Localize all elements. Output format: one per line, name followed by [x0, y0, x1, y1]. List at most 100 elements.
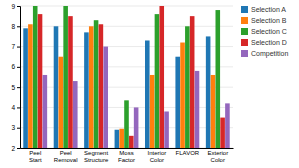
bar [206, 36, 211, 148]
bar-series [38, 6, 225, 148]
legend-label: Selection D [251, 39, 287, 46]
x-tick: SegmentStructure [84, 150, 109, 162]
bar [99, 24, 104, 148]
bar [119, 129, 124, 148]
bar [220, 118, 225, 148]
x-tick-label-line: Exterior [207, 150, 228, 156]
x-tick: MossFactor [118, 150, 135, 162]
chart-container: 23456789PeelStartPeelRemovalSegmentStruc… [0, 0, 299, 168]
bar [54, 26, 59, 148]
grid [20, 6, 233, 148]
legend-label: Selection B [251, 17, 287, 24]
x-tick-label-line: Moss [119, 150, 133, 156]
bar [84, 32, 89, 148]
x-tick-label-line: Factor [118, 157, 135, 163]
legend-item: Selection B [241, 17, 287, 24]
grid-line [20, 66, 233, 67]
bar [73, 81, 78, 148]
bar [115, 130, 120, 148]
bar [103, 47, 108, 148]
x-tick: PeelStart [29, 150, 42, 162]
y-tick: 4 [11, 104, 20, 111]
bar [164, 111, 169, 148]
bar [225, 103, 230, 148]
plot: 23456789PeelStartPeelRemovalSegmentStruc… [11, 3, 233, 163]
x-tick-label: PeelStart [29, 150, 42, 162]
y-tick: 2 [11, 145, 20, 152]
grid-line [20, 26, 233, 27]
bar [124, 100, 129, 148]
x-tick-label: SegmentStructure [84, 150, 109, 162]
bar [28, 24, 33, 148]
y-tick-label: 9 [11, 3, 15, 10]
bar [155, 14, 160, 148]
bar [59, 57, 64, 148]
x-tick-label-line: Structure [84, 157, 109, 163]
y-tick-mark [17, 107, 20, 108]
bars [23, 6, 229, 148]
legend-swatch [241, 50, 248, 57]
legend-item: Competition [241, 50, 288, 58]
x-tick: PeelRemoval [54, 150, 78, 162]
y-tick-mark [17, 87, 20, 88]
legend-label: Competition [251, 50, 288, 58]
bar [63, 6, 68, 148]
bar [94, 20, 99, 148]
legend-label: Selection A [251, 6, 286, 13]
x-tick-label-line: Start [29, 157, 42, 163]
y-tick-label: 7 [11, 43, 15, 50]
y-tick-label: 6 [11, 63, 15, 70]
legend-item: Selection D [241, 39, 287, 46]
legend-swatch [241, 17, 248, 24]
x-tick-label: MossFactor [118, 150, 135, 162]
y-tick-label: 8 [11, 23, 15, 30]
legend-item: Selection C [241, 28, 287, 35]
x-tick-label: ExteriorColor [207, 150, 228, 162]
x-tick-label-line: Peel [60, 150, 72, 156]
x-tick-label: FLAVOR [176, 150, 200, 156]
y-tick-mark [17, 6, 20, 7]
y-tick-label: 2 [11, 145, 15, 152]
grid-line [20, 87, 233, 88]
bar-series [43, 47, 230, 148]
bar [145, 40, 150, 148]
x-tick-label-line: Segment [84, 150, 108, 156]
bar [33, 6, 38, 148]
y-tick-label: 4 [11, 104, 15, 111]
chart-svg: 23456789PeelStartPeelRemovalSegmentStruc… [0, 0, 299, 168]
bar-series [23, 26, 210, 148]
bar [190, 16, 195, 148]
x-tick-label-line: Peel [29, 150, 41, 156]
y-tick-mark [17, 47, 20, 48]
legend-swatch [241, 28, 248, 35]
bar-series [33, 6, 220, 148]
x-tick-label-line: FLAVOR [176, 150, 200, 156]
y-tick-mark [17, 67, 20, 68]
x-tick: ExteriorColor [207, 150, 228, 162]
bar [43, 75, 48, 148]
bar [134, 107, 139, 148]
bar [68, 16, 73, 148]
x-tick-label: PeelRemoval [54, 150, 78, 162]
bar [211, 75, 216, 148]
bar [150, 75, 155, 148]
y-tick: 7 [11, 43, 20, 50]
y-tick-mark [17, 148, 20, 149]
x-axis-line [21, 148, 234, 149]
bar [89, 26, 94, 148]
y-axis-line [17, 7, 21, 149]
x-tick-label-line: Color [150, 157, 164, 163]
y-tick: 6 [11, 63, 20, 70]
x-axis: PeelStartPeelRemovalSegmentStructureMoss… [21, 149, 234, 163]
y-tick-label: 5 [11, 84, 15, 91]
legend-swatch [241, 6, 248, 13]
bar [159, 6, 164, 148]
x-tick-label-line: Removal [54, 157, 78, 163]
y-axis: 2 3 4 5 6 7 8 9 [11, 3, 20, 152]
grid-line [20, 46, 233, 47]
y-tick-mark [17, 26, 20, 27]
bar-series [28, 24, 215, 148]
legend-swatch [241, 39, 248, 46]
y-tick: 9 [11, 3, 20, 10]
y-tick-label: 3 [11, 124, 15, 131]
